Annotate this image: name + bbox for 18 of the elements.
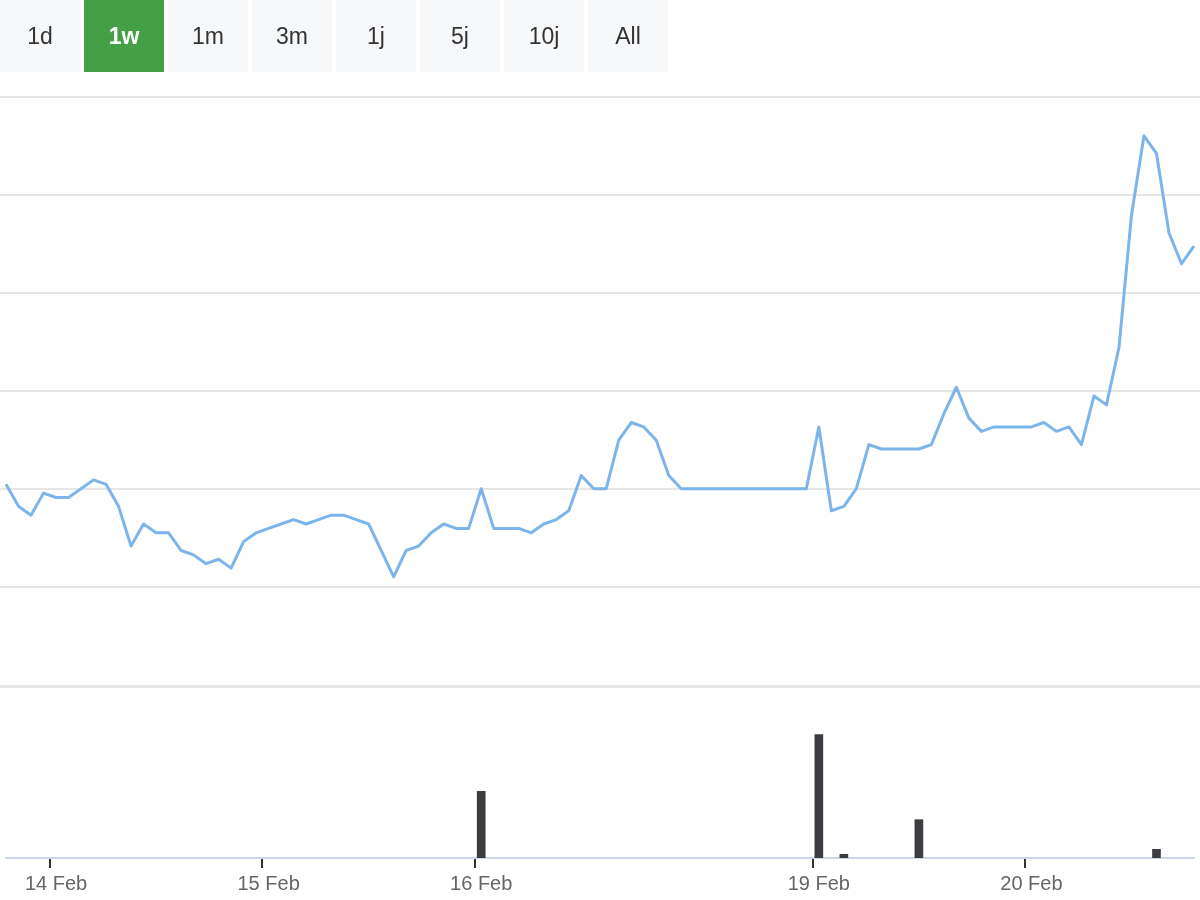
text: 1d [0,0,80,72]
bar [914,819,924,858]
text: 5j [420,0,500,72]
x-tick-label: 14 Feb [24,871,88,894]
bar [839,853,849,858]
text: 1w [84,0,164,72]
bar [1152,849,1161,858]
text: 10j [504,0,584,72]
x-tick-label: 16 Feb [450,871,513,894]
text: 3m [252,0,332,72]
x-tick-label: 20 Feb [1000,871,1063,894]
x-tick-label: 19 Feb [787,871,850,894]
text: 1j [336,0,416,72]
bar [476,790,486,858]
text: 1m [168,0,248,72]
x-tick-label: 15 Feb [237,871,300,894]
bar [814,734,824,858]
text: All [588,0,668,72]
